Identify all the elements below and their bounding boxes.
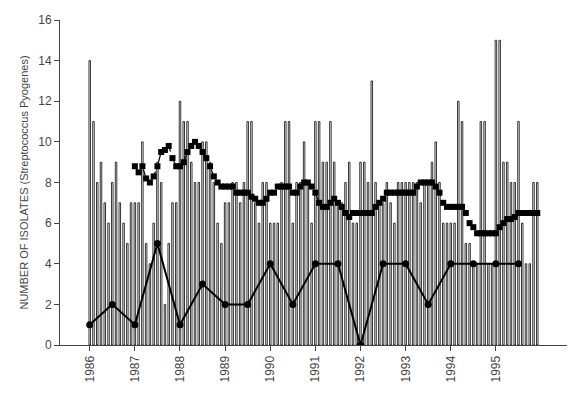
svg-text:1990: 1990 bbox=[263, 355, 277, 382]
svg-text:1994: 1994 bbox=[444, 355, 458, 382]
svg-text:1986: 1986 bbox=[83, 355, 97, 382]
svg-text:1995: 1995 bbox=[489, 355, 503, 382]
svg-text:8: 8 bbox=[45, 176, 52, 190]
svg-text:16: 16 bbox=[38, 13, 52, 27]
svg-text:14: 14 bbox=[38, 54, 52, 68]
svg-text:1987: 1987 bbox=[128, 355, 142, 382]
svg-text:1992: 1992 bbox=[353, 355, 367, 382]
svg-text:NUMBER OF ISOLATES (Streptococ: NUMBER OF ISOLATES (Streptococcus Pyogen… bbox=[18, 55, 30, 309]
svg-text:1991: 1991 bbox=[308, 355, 322, 382]
svg-text:0: 0 bbox=[45, 338, 52, 352]
svg-text:1989: 1989 bbox=[218, 355, 232, 382]
svg-text:12: 12 bbox=[38, 94, 52, 108]
svg-text:6: 6 bbox=[45, 216, 52, 230]
svg-text:10: 10 bbox=[38, 135, 52, 149]
svg-text:4: 4 bbox=[45, 257, 52, 271]
svg-text:1993: 1993 bbox=[399, 355, 413, 382]
svg-text:1988: 1988 bbox=[173, 355, 187, 382]
svg-text:2: 2 bbox=[45, 298, 52, 312]
